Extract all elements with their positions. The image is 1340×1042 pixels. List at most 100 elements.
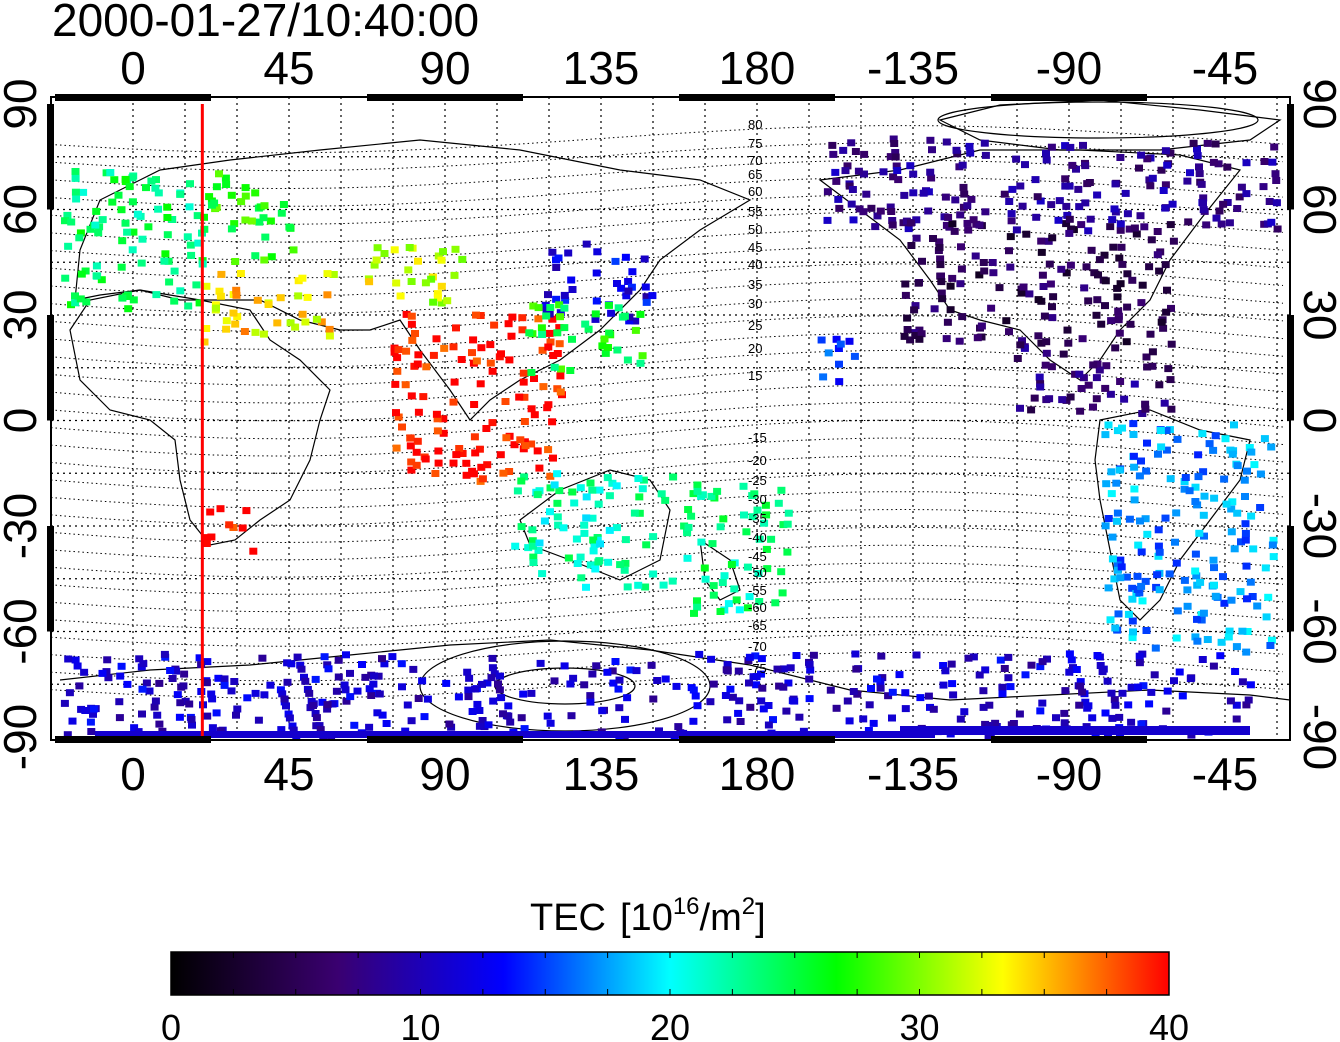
tec-pixel: [1243, 628, 1252, 635]
tec-pixel: [227, 687, 236, 695]
tec-pixel: [886, 203, 895, 211]
tec-pixel: [1114, 307, 1123, 315]
tec-pixel: [973, 334, 982, 342]
tec-pixel: [212, 304, 220, 312]
tec-pixel: [914, 279, 923, 287]
tec-pixel: [556, 309, 565, 317]
bottom-longitude-tick: 90: [419, 748, 470, 800]
tec-pixel: [1076, 682, 1085, 690]
tec-pixel: [422, 363, 431, 371]
tec-pixel: [504, 712, 513, 720]
tec-pixel: [1135, 164, 1143, 172]
tec-pixel: [1062, 269, 1071, 277]
tec-pixel: [548, 315, 557, 323]
tec-pixel: [1224, 633, 1233, 641]
tec-pixel: [1129, 452, 1138, 460]
tec-pixel: [232, 291, 241, 299]
tec-pixel: [1243, 467, 1251, 475]
tec-pixel: [203, 712, 212, 720]
tec-pixel: [494, 680, 502, 688]
tec-pixel: [1137, 457, 1145, 465]
tec-pixel: [573, 560, 582, 567]
tec-pixel: [71, 168, 80, 175]
tec-pixel: [1268, 541, 1277, 549]
top-longitude-tick: 180: [719, 42, 796, 94]
tec-pixel: [468, 708, 477, 715]
tec-pixel: [65, 689, 74, 697]
tec-pixel: [1236, 588, 1245, 596]
tec-pixel: [615, 704, 624, 712]
tec-pixel: [848, 186, 857, 193]
magnetic-latitude-line: [51, 125, 1284, 154]
magnetic-latitude-label: 60: [748, 184, 762, 199]
tec-pixel: [1095, 256, 1104, 264]
tec-pixel: [958, 161, 967, 169]
tec-pixel: [378, 711, 387, 719]
tec-pixel: [402, 347, 411, 355]
tec-pixel: [1110, 205, 1119, 213]
tec-pixel: [623, 694, 632, 702]
tec-pixel: [1110, 696, 1119, 704]
tec-pixel: [900, 191, 909, 199]
tec-pixel: [79, 188, 88, 196]
tec-pixel: [128, 174, 137, 182]
tec-pixel: [548, 418, 557, 426]
tec-pixel: [567, 712, 576, 720]
tec-pixel: [205, 193, 214, 201]
tec-pixel: [1055, 197, 1064, 205]
magnetic-latitude-line: [51, 211, 1284, 243]
tec-pixel: [561, 296, 570, 304]
tec-pixel: [595, 486, 604, 494]
tec-pixel: [490, 321, 499, 329]
tec-pixel: [826, 686, 835, 694]
tec-pixel: [1065, 229, 1074, 237]
tec-pixel: [636, 310, 645, 318]
tec-pixel: [121, 175, 130, 183]
tec-pixel: [1202, 221, 1211, 229]
tec-pixel: [1195, 170, 1204, 178]
tec-pixel: [1130, 485, 1139, 493]
tec-pixel: [975, 271, 984, 279]
tec-pixel: [937, 272, 945, 280]
tec-pixel: [750, 490, 759, 498]
tec-pixel: [258, 654, 267, 662]
tec-pixel: [535, 464, 544, 472]
tec-pixel: [1221, 435, 1230, 443]
top-longitude-tick: -45: [1192, 42, 1258, 94]
tec-pixel: [289, 246, 298, 254]
tec-pixel: [1013, 355, 1022, 362]
tec-pixel: [1187, 731, 1196, 739]
tec-pixel: [591, 565, 600, 573]
tec-pixel: [888, 688, 897, 696]
tec-pixel: [1161, 204, 1170, 212]
tec-pixel: [1210, 581, 1218, 589]
tec-pixel: [76, 229, 85, 237]
tec-pixel: [786, 664, 795, 672]
tec-pixel: [160, 650, 169, 658]
tec-pixel: [1007, 721, 1016, 729]
tec-pixel: [1154, 552, 1163, 560]
magnetic-latitude-line: [51, 544, 1284, 578]
tec-pixel: [1021, 671, 1030, 679]
tec-pixel: [116, 672, 125, 680]
tec-pixel: [1092, 374, 1101, 382]
tec-pixel: [564, 249, 573, 257]
tec-pixel: [475, 722, 484, 730]
tec-pixel: [1250, 461, 1259, 469]
tec-pixel: [1134, 683, 1142, 691]
tec-pixel: [1032, 213, 1041, 221]
tec-pixel: [775, 682, 784, 690]
tec-pixel: [1125, 225, 1134, 233]
tec-pixel: [947, 660, 956, 668]
tec-pixel: [396, 292, 405, 300]
tec-pixel: [745, 679, 753, 687]
tec-pixel: [398, 683, 406, 691]
tec-pixel: [622, 292, 631, 300]
tec-pixel: [406, 442, 415, 450]
tec-pixel: [878, 674, 887, 682]
tec-pixel: [909, 170, 918, 178]
tec-pixel: [259, 214, 268, 222]
tec-pixel: [1209, 446, 1218, 454]
tec-pixel: [296, 661, 305, 669]
tec-pixel: [860, 170, 868, 178]
